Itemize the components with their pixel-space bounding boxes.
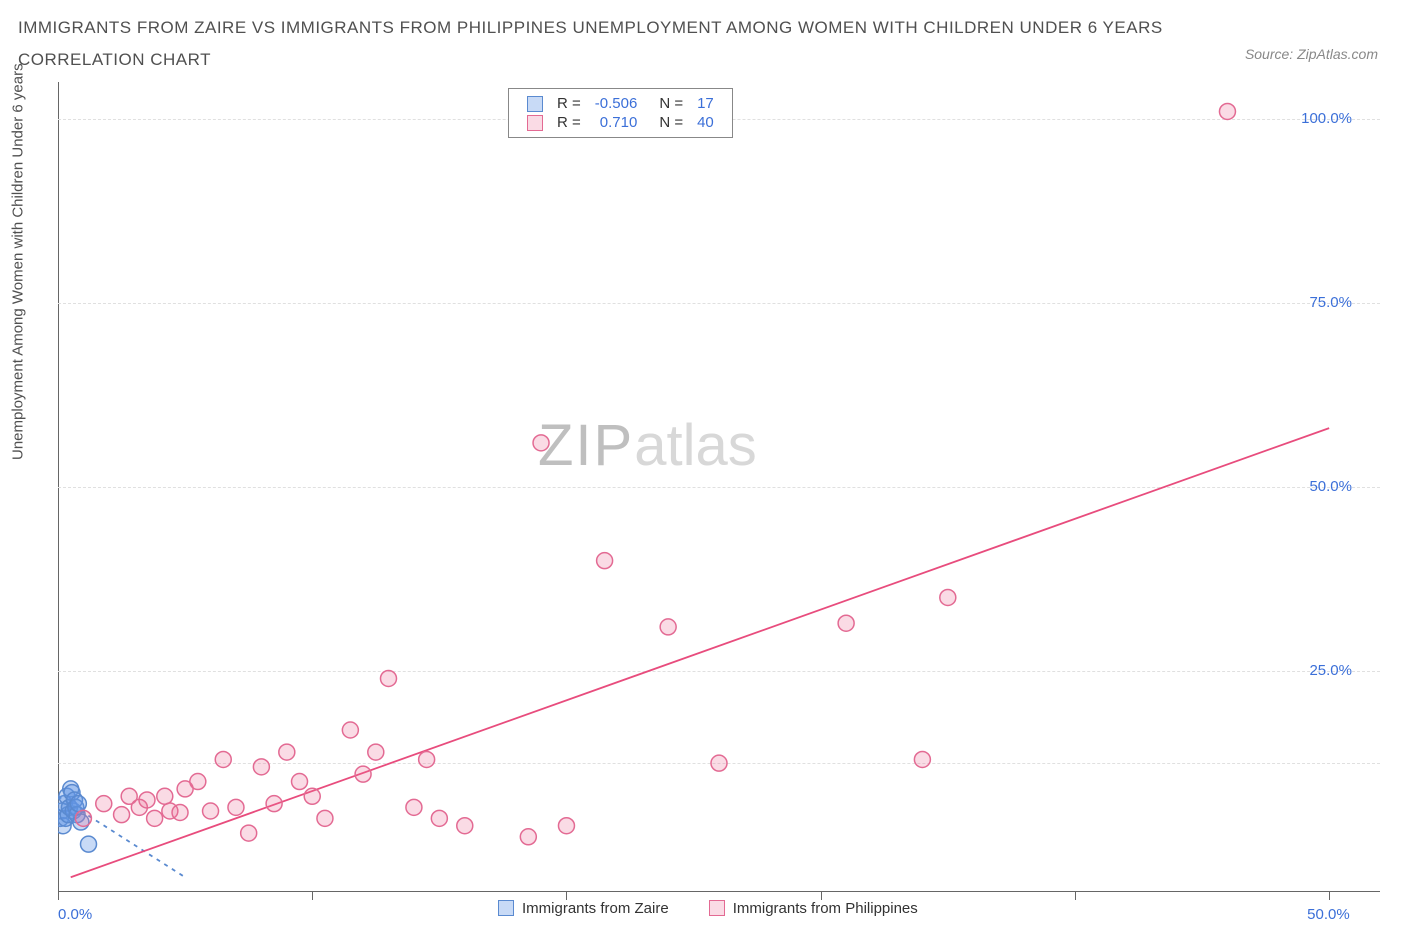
x-tick-mark	[312, 892, 313, 900]
legend-r-label: R =	[551, 114, 587, 131]
scatter-point	[228, 799, 244, 815]
scatter-point	[711, 755, 727, 771]
scatter-point	[139, 792, 155, 808]
series-legend-item: Immigrants from Zaire	[498, 900, 669, 917]
x-tick-mark	[1075, 892, 1076, 900]
scatter-point	[533, 435, 549, 451]
scatter-point	[253, 759, 269, 775]
scatter-point	[70, 796, 86, 812]
scatter-point	[114, 807, 130, 823]
legend-swatch	[527, 115, 543, 131]
chart-title-line1: IMMIGRANTS FROM ZAIRE VS IMMIGRANTS FROM…	[18, 18, 1163, 38]
scatter-point	[304, 788, 320, 804]
series-legend-label: Immigrants from Zaire	[522, 900, 669, 917]
scatter-point	[241, 825, 257, 841]
scatter-point	[279, 744, 295, 760]
scatter-point	[381, 670, 397, 686]
scatter-point	[147, 810, 163, 826]
plot-area: 25.0%50.0%75.0%100.0% 0.0%50.0% ZIPatlas…	[58, 82, 1380, 892]
scatter-point	[558, 818, 574, 834]
scatter-point	[317, 810, 333, 826]
scatter-point	[431, 810, 447, 826]
scatter-point	[96, 796, 112, 812]
scatter-point	[1219, 103, 1235, 119]
scatter-point	[157, 788, 173, 804]
scatter-point	[172, 804, 188, 820]
legend-swatch	[709, 900, 725, 916]
x-tick-mark	[58, 892, 59, 900]
series-legend-item: Immigrants from Philippines	[709, 900, 918, 917]
legend-row: R =-0.506N =17	[521, 95, 720, 112]
scatter-point	[292, 774, 308, 790]
series-legend-label: Immigrants from Philippines	[733, 900, 918, 917]
chart-title-line2: CORRELATION CHART	[18, 50, 211, 70]
legend-row: R =0.710N =40	[521, 114, 720, 131]
legend-n-label: N =	[645, 114, 689, 131]
scatter-point	[457, 818, 473, 834]
legend-n-value: 40	[691, 114, 720, 131]
scatter-point	[215, 751, 231, 767]
scatter-point	[75, 810, 91, 826]
legend-n-label: N =	[645, 95, 689, 112]
scatter-point	[597, 553, 613, 569]
scatter-svg	[58, 82, 1380, 892]
scatter-point	[914, 751, 930, 767]
chart-container: IMMIGRANTS FROM ZAIRE VS IMMIGRANTS FROM…	[0, 0, 1406, 930]
legend-r-value: -0.506	[589, 95, 644, 112]
x-tick-label: 0.0%	[58, 906, 92, 923]
trend-line	[71, 428, 1329, 877]
legend-r-label: R =	[551, 95, 587, 112]
scatter-point	[355, 766, 371, 782]
x-tick-label: 50.0%	[1307, 906, 1350, 923]
scatter-point	[838, 615, 854, 631]
scatter-point	[203, 803, 219, 819]
scatter-point	[342, 722, 358, 738]
scatter-point	[419, 751, 435, 767]
legend-r-value: 0.710	[589, 114, 644, 131]
legend-swatch	[498, 900, 514, 916]
scatter-point	[520, 829, 536, 845]
y-axis-label: Unemployment Among Women with Children U…	[10, 63, 27, 460]
series-legend: Immigrants from Zaire Immigrants from Phi…	[498, 900, 958, 921]
scatter-point	[660, 619, 676, 635]
scatter-point	[81, 836, 97, 852]
scatter-point	[266, 796, 282, 812]
scatter-point	[368, 744, 384, 760]
scatter-point	[406, 799, 422, 815]
x-tick-mark	[1329, 892, 1330, 900]
source-attribution: Source: ZipAtlas.com	[1245, 46, 1378, 62]
scatter-point	[940, 589, 956, 605]
correlation-legend: R =-0.506N =17R =0.710N =40	[508, 88, 733, 138]
legend-swatch	[527, 96, 543, 112]
legend-n-value: 17	[691, 95, 720, 112]
scatter-point	[190, 774, 206, 790]
